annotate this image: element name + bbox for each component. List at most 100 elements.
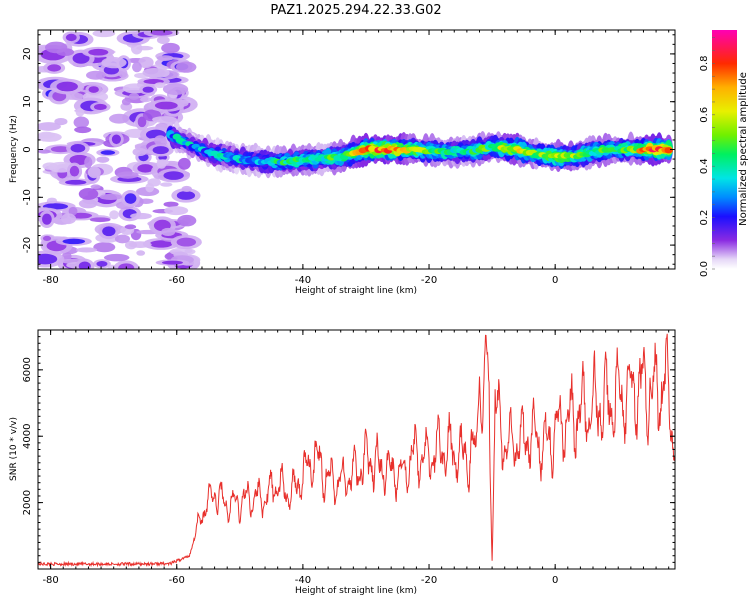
spectrogram-xlabel: Height of straight line (km) (295, 286, 417, 296)
heatmap-noise-cell (124, 193, 137, 204)
heatmap-noise-cell (72, 52, 90, 64)
heatmap-noise-cell (88, 86, 99, 93)
colorbar: 0.0 0.2 0.4 0.6 0.8 Normalized spectral ampl… (699, 30, 749, 277)
heatmap-noise-cell (86, 70, 106, 80)
heatmap-noise-cell (103, 253, 130, 262)
colorbar-tick-label: 0.2 (699, 210, 710, 226)
snr-ticks: -80 -60 -40 -20 0 2000 4000 6000 (22, 329, 675, 586)
heatmap-noise-cell (61, 213, 77, 225)
heatmap-noise-cell (161, 260, 183, 265)
heatmap-noise-cell (150, 30, 173, 36)
snr-series-line (38, 333, 675, 568)
heatmap-noise-cell (137, 164, 154, 173)
y-tick-label: 10 (22, 95, 33, 108)
spectrogram-ylabel: Frequency (Hz) (9, 115, 19, 183)
heatmap-noise-cell (162, 83, 189, 95)
heatmap-noise-cell (154, 135, 167, 146)
chart-title: PAZ1.2025.294.22.33.G02 (270, 3, 441, 18)
snr-background (38, 330, 675, 569)
heatmap-noise-cell (181, 185, 192, 192)
heatmap-noise-cell (47, 64, 62, 72)
heatmap-noise-cell (65, 179, 87, 185)
heatmap-noise-cell (156, 36, 170, 45)
colorbar-gradient (712, 30, 737, 269)
heatmap-noise-cell (149, 240, 173, 248)
heatmap-noise-cell (152, 116, 178, 124)
heatmap-noise-cell (132, 147, 147, 157)
x-tick-label: -80 (42, 575, 58, 586)
colorbar-tick-label: 0.8 (699, 55, 710, 71)
x-tick-label: -60 (169, 575, 185, 586)
colorbar-tick-label: 0.0 (699, 261, 710, 277)
spectrogram-panel: -80 -60 -40 -20 0 -20 -10 0 10 20 Height of strai… (9, 29, 676, 296)
heatmap-noise-cell (128, 93, 140, 100)
x-tick-label: -20 (421, 275, 437, 286)
heatmap-noise-cell (176, 190, 196, 200)
x-tick-label: 0 (552, 275, 558, 286)
heatmap-noise-cell (96, 260, 108, 267)
heatmap-noise-cell (136, 45, 154, 51)
heatmap-noise-cell (93, 103, 107, 111)
heatmap-noise-cell (102, 226, 116, 237)
heatmap-noise-cell (124, 224, 137, 230)
colorbar-tick-label: 0.6 (699, 107, 710, 123)
heatmap-noise-cell (176, 237, 197, 247)
heatmap-noise-cell (38, 122, 61, 131)
x-tick-label: -60 (169, 275, 185, 286)
heatmap-noise-cell (164, 206, 189, 216)
heatmap-noise-cell (70, 144, 86, 153)
heatmap-noise-cell (175, 61, 197, 73)
heatmap-noise-cell (75, 108, 85, 117)
heatmap-noise-cell (101, 57, 127, 69)
heatmap-noise-cell (121, 98, 131, 106)
heatmap-noise-cell (142, 68, 166, 78)
heatmap-noise-cell (54, 117, 68, 126)
heatmap-noise-cell (177, 157, 191, 170)
heatmap-noise-cell (56, 81, 78, 92)
heatmap-noise-cell (45, 41, 68, 54)
heatmap-noise-cell (163, 171, 184, 180)
heatmap-noise-cell (38, 131, 55, 139)
heatmap-noise-cell (140, 96, 152, 103)
heatmap-noise-cell (160, 182, 173, 187)
heatmap-noise-cell (89, 217, 111, 223)
heatmap-noise-cell (161, 42, 180, 54)
heatmap-noise-cell (99, 193, 123, 201)
heatmap-noise-cell (138, 56, 154, 69)
y-tick-label: 6000 (22, 357, 33, 382)
snr-xlabel: Height of straight line (km) (295, 586, 417, 596)
heatmap-noise-cell (69, 165, 80, 177)
heatmap-noise-cell (142, 86, 154, 93)
heatmap-noise-cell (161, 227, 176, 237)
snr-panel: -80 -60 -40 -20 0 2000 4000 6000 Height of stra… (9, 329, 676, 596)
spectrogram-heatmap (38, 30, 673, 269)
heatmap-noise-cell (92, 30, 116, 38)
heatmap-noise-cell (130, 212, 152, 220)
y-tick-label: 0 (22, 146, 33, 152)
heatmap-noise-cell (118, 263, 135, 269)
heatmap-noise-cell (75, 247, 98, 253)
heatmap-noise-cell (84, 156, 93, 169)
heatmap-noise-cell (137, 116, 147, 128)
x-tick-label: -80 (42, 275, 58, 286)
heatmap-noise-cell (65, 33, 77, 42)
heatmap-noise-cell (117, 171, 139, 179)
heatmap-noise-cell (145, 183, 155, 193)
heatmap-signal-cell (664, 147, 673, 154)
heatmap-noise-cell (78, 188, 99, 200)
heatmap-noise-cell (156, 55, 174, 61)
heatmap-noise-cell (78, 261, 91, 269)
heatmap-noise-cell (78, 199, 98, 209)
heatmap-noise-cell (74, 126, 92, 134)
heatmap-noise-cell (88, 48, 109, 56)
spectrogram-ticks: -80 -60 -40 -20 0 -20 -10 0 10 20 (22, 30, 675, 286)
y-tick-label: 4000 (22, 423, 33, 448)
heatmap-noise-cell (73, 116, 90, 129)
heatmap-noise-cell (50, 146, 71, 153)
heatmap-noise-cell (154, 82, 166, 89)
y-tick-label: -20 (22, 237, 33, 253)
heatmap-noise-cell (111, 134, 121, 145)
heatmap-noise-cell (93, 242, 116, 253)
colorbar-tick-label: 0.4 (699, 158, 710, 174)
heatmap-noise-cell (109, 210, 119, 220)
